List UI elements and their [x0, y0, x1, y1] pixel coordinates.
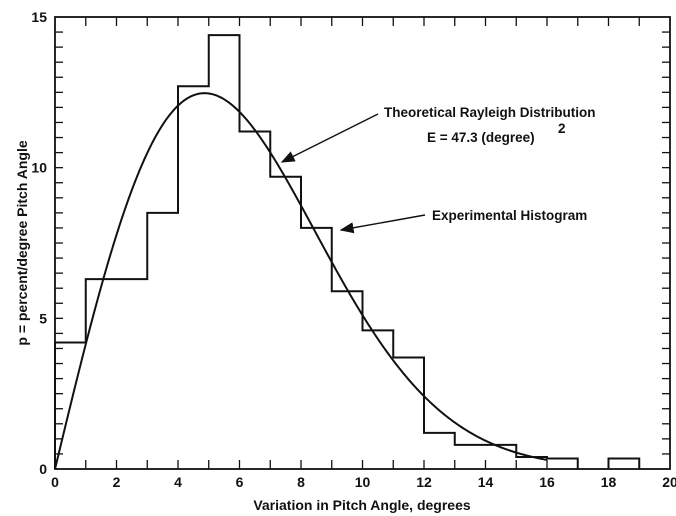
y-tick-labels: 0 5 10 15: [31, 9, 47, 477]
annotation-histogram-label: Experimental Histogram: [432, 208, 587, 223]
x-tick-label: 4: [174, 474, 182, 490]
x-tick-labels: 0 2 4 6 8 10 12 14 16 18 20: [51, 474, 676, 490]
annotation-histogram-arrow: [339, 214, 426, 234]
histogram-bar: [363, 330, 394, 469]
annotation-rayleigh-arrow: [280, 113, 379, 163]
annotation-histogram: Experimental Histogram: [339, 208, 587, 234]
annotation-rayleigh-line1: Theoretical Rayleigh Distribution: [384, 105, 596, 120]
x-tick-label: 16: [539, 474, 555, 490]
y-axis-title: p = percent/degree Pitch Angle: [14, 140, 30, 345]
experimental-histogram: [54, 34, 641, 469]
histogram-bar: [178, 86, 209, 469]
y-tick-label: 5: [39, 310, 47, 326]
x-tick-label: 12: [416, 474, 432, 490]
histogram-bar: [609, 458, 640, 469]
x-tick-label: 2: [113, 474, 121, 490]
histogram-bar: [117, 279, 148, 469]
y-tick-label: 10: [31, 160, 47, 176]
histogram-bar: [547, 458, 578, 469]
x-tick-label: 10: [355, 474, 371, 490]
x-tick-label: 0: [51, 474, 59, 490]
histogram-bar: [424, 433, 455, 469]
rayleigh-curve: [54, 92, 548, 470]
x-tick-label: 18: [601, 474, 617, 490]
annotation-rayleigh: Theoretical Rayleigh Distribution E = 47…: [280, 105, 596, 163]
histogram-bar: [240, 132, 271, 469]
x-tick-label: 8: [297, 474, 305, 490]
x-axis-title: Variation in Pitch Angle, degrees: [253, 497, 471, 513]
histogram-bar: [393, 358, 424, 469]
histogram-bar: [270, 177, 301, 469]
histogram-bar: [455, 445, 517, 469]
histogram-bar: [147, 213, 178, 469]
histogram-bar: [332, 291, 363, 469]
x-tick-label: 6: [236, 474, 244, 490]
histogram-bar: [86, 279, 117, 469]
annotation-rayleigh-superscript: 2: [558, 121, 566, 136]
annotation-rayleigh-line2: E = 47.3 (degree): [427, 130, 535, 145]
x-tick-label: 20: [662, 474, 676, 490]
histogram-bar: [301, 228, 332, 469]
x-tick-label: 14: [478, 474, 494, 490]
y-tick-label: 15: [31, 9, 47, 25]
y-tick-label: 0: [39, 461, 47, 477]
